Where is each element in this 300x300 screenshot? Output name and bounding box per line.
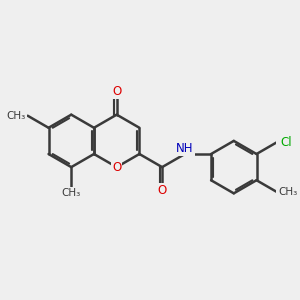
Text: CH₃: CH₃ xyxy=(7,111,26,121)
Text: Cl: Cl xyxy=(281,136,292,149)
Text: CH₃: CH₃ xyxy=(278,187,298,197)
Text: O: O xyxy=(112,85,121,98)
Text: CH₃: CH₃ xyxy=(61,188,81,198)
Text: O: O xyxy=(158,184,167,197)
Text: NH: NH xyxy=(176,142,194,155)
Text: O: O xyxy=(112,160,121,174)
